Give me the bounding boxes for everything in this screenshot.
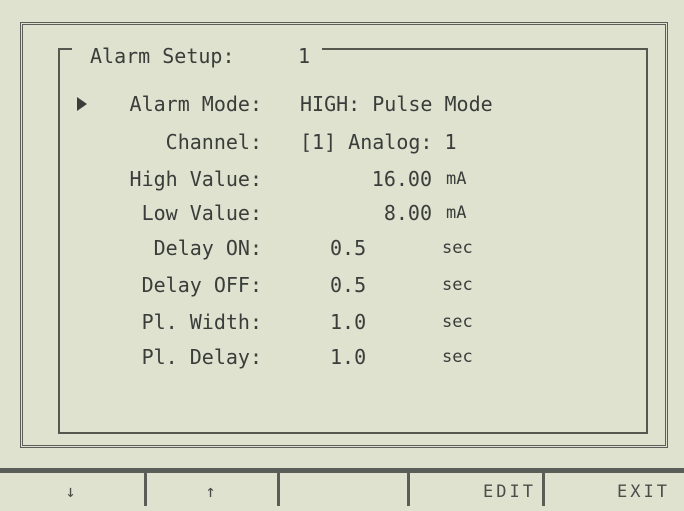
row-value: 0.5 [330,236,366,260]
row-value: 16.00 [300,167,432,191]
softkey-down[interactable]: ↓ [0,473,147,506]
row-label: Pl. Delay: [60,345,262,369]
row-label: Delay ON: [60,236,262,260]
softkey-empty[interactable] [280,473,410,506]
row-value: 0.5 [330,273,366,297]
row-unit: sec [442,236,473,260]
softkey-up[interactable]: ↑ [147,473,280,506]
softkey-edit[interactable]: EDIT [410,473,545,506]
row-unit: mA [446,201,466,225]
row-value: [1] Analog: 1 [300,130,457,154]
title: Alarm Setup: [90,44,235,68]
frame-line [322,48,646,50]
frame-line [58,48,72,50]
row-label: Channel: [60,130,262,154]
row-label: High Value: [60,167,262,191]
row-unit: sec [442,345,473,369]
row-label: Alarm Mode: [60,92,262,116]
row-unit: mA [446,167,466,191]
title-value: 1 [298,44,310,68]
row-value: HIGH: Pulse Mode [300,92,493,116]
row-unit: sec [442,273,473,297]
row-value: 1.0 [330,345,366,369]
row-unit: sec [442,310,473,334]
row-value: 8.00 [300,201,432,225]
row-value: 1.0 [330,310,366,334]
row-label: Low Value: [60,201,262,225]
softkey-exit[interactable]: EXIT [545,473,684,506]
row-label: Delay OFF: [60,273,262,297]
row-label: Pl. Width: [60,310,262,334]
lcd-screen: Alarm Setup: 1 Alarm Mode: HIGH: Pulse M… [0,0,684,506]
